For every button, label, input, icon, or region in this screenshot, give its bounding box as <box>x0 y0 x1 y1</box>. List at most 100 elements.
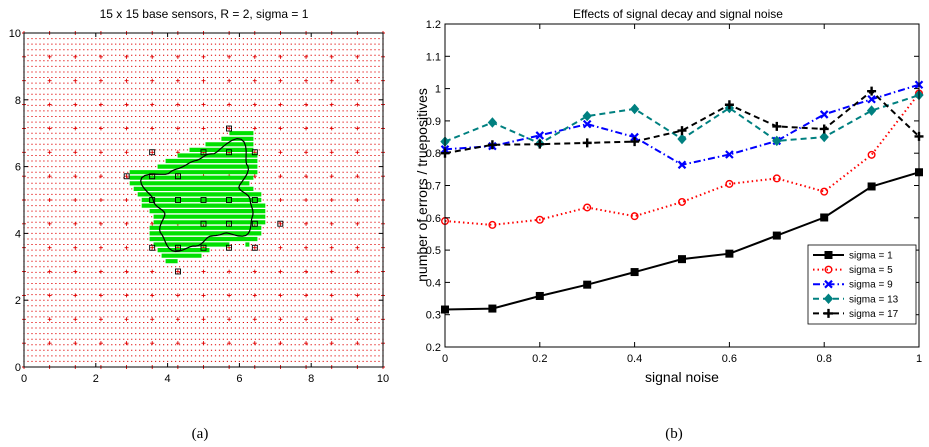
sensor-marker <box>200 197 207 203</box>
series-point-0 <box>583 280 592 289</box>
y-tick-label: 0.2 <box>426 342 441 354</box>
series-point-0 <box>867 182 876 191</box>
panel-a-sensors <box>123 125 284 275</box>
sensor-marker <box>200 220 207 227</box>
series-point-0 <box>630 268 639 277</box>
y-tick-label: 8 <box>15 95 21 107</box>
series-point-3 <box>487 117 498 128</box>
y-tick-label: 0.5 <box>426 245 441 257</box>
series-point-1 <box>535 215 544 224</box>
series-point-1 <box>725 179 734 188</box>
sensor-marker <box>200 149 207 156</box>
legend-label: sigma = 9 <box>849 280 893 291</box>
panel-b-title: Effects of signal decay and signal noise <box>573 7 783 21</box>
panel-b-ticks: 0 0.2 0.4 0.6 0.8 10.20.30.40.50.60.70.80.911… <box>426 19 922 365</box>
series-point-2 <box>582 119 592 129</box>
panel-a-caption: (a) <box>192 426 209 442</box>
panel-b-legend: sigma = 1 sigma = 5 sigma = 9 sigma = 13 sig… <box>807 244 917 325</box>
series-point-1 <box>867 150 876 159</box>
y-tick-label: 0.8 <box>426 148 441 160</box>
x-tick-label: 6 <box>236 373 242 385</box>
series-point-0 <box>488 304 497 313</box>
legend-label: sigma = 17 <box>849 309 899 320</box>
y-tick-label: 10 <box>9 28 21 40</box>
x-tick-label: 10 <box>377 373 389 385</box>
y-tick-label: 0.9 <box>426 116 441 128</box>
x-tick-label: 0.6 <box>722 353 737 365</box>
x-tick-label: 0 <box>442 353 448 365</box>
series-point-4 <box>582 138 592 148</box>
sensor-marker <box>226 149 232 156</box>
legend-label: sigma = 1 <box>849 251 893 262</box>
series-point-1 <box>583 203 592 212</box>
y-tick-label: 0.6 <box>426 213 441 225</box>
series-point-3 <box>582 110 592 122</box>
y-tick-label: 0.7 <box>426 181 441 193</box>
panel-a-axes-box <box>23 32 384 368</box>
y-tick-label: 4 <box>15 228 21 240</box>
legend-label: sigma = 5 <box>849 265 893 276</box>
series-point-0 <box>772 231 781 240</box>
panel-b-caption: (b) <box>665 426 683 442</box>
panel-a-title: 15 x 15 base sensors, R = 2, sigma = 1 <box>100 7 309 21</box>
series-point-2 <box>867 94 876 104</box>
y-tick-label: 0 <box>15 362 21 374</box>
legend-marker <box>824 251 833 259</box>
sensor-marker <box>149 173 156 180</box>
panel-b-line-chart: Effects of signal decay and signal noise… <box>414 7 924 442</box>
x-tick-label: 0.4 <box>627 353 642 365</box>
y-tick-label: 2 <box>15 295 21 307</box>
sensor-marker <box>175 197 181 203</box>
legend-label: sigma = 13 <box>849 294 899 305</box>
series-point-3 <box>772 135 782 147</box>
detected-region-fill <box>129 131 266 264</box>
series-point-2 <box>630 132 639 142</box>
x-tick-label: 4 <box>165 373 171 385</box>
sensor-marker <box>175 173 181 180</box>
sensor-marker <box>149 149 156 156</box>
sensor-marker <box>277 220 284 227</box>
series-point-4 <box>724 100 734 110</box>
panel-a-boundary-curve <box>140 137 254 253</box>
sensor-marker <box>251 149 258 156</box>
series-point-2 <box>819 110 829 119</box>
series-line-1 <box>444 92 920 226</box>
sensor-marker <box>149 244 156 251</box>
sensor-marker <box>175 268 181 275</box>
x-tick-label: 1 <box>916 353 922 365</box>
sensor-marker <box>200 244 207 251</box>
panel-a-detected-region <box>129 131 266 264</box>
y-tick-label: 6 <box>15 162 21 174</box>
series-point-3 <box>866 105 877 116</box>
legend-marker <box>824 308 833 318</box>
series-point-4 <box>535 139 545 149</box>
series-line-4 <box>444 89 920 155</box>
series-point-0 <box>725 249 734 258</box>
panel-a-sensor-map: 15 x 15 base sensors, R = 2, sigma = 1 0… <box>9 7 389 442</box>
sensor-marker <box>251 244 258 251</box>
sensor-marker <box>123 173 130 180</box>
series-point-0 <box>678 255 686 264</box>
sensor-marker <box>226 220 232 227</box>
series-point-4 <box>630 137 640 147</box>
series-point-4 <box>819 124 829 134</box>
x-tick-label: 8 <box>308 373 314 385</box>
series-point-4 <box>487 140 497 150</box>
y-tick-label: 1 <box>435 84 441 96</box>
series-point-2 <box>535 131 545 140</box>
series-point-3 <box>819 131 829 143</box>
sensor-marker <box>226 125 232 132</box>
series-point-1 <box>630 212 639 221</box>
series-point-4 <box>772 121 782 131</box>
series-point-1 <box>772 174 781 183</box>
x-tick-label: 0 <box>21 373 27 385</box>
sensor-marker <box>149 197 156 203</box>
sensor-marker <box>175 244 181 251</box>
series-point-0 <box>535 291 544 300</box>
x-tick-label: 0.2 <box>532 353 547 365</box>
series-point-4 <box>677 126 687 136</box>
y-tick-label: 0.4 <box>426 277 441 289</box>
legend-marker <box>824 265 833 274</box>
series-point-3 <box>629 103 640 115</box>
